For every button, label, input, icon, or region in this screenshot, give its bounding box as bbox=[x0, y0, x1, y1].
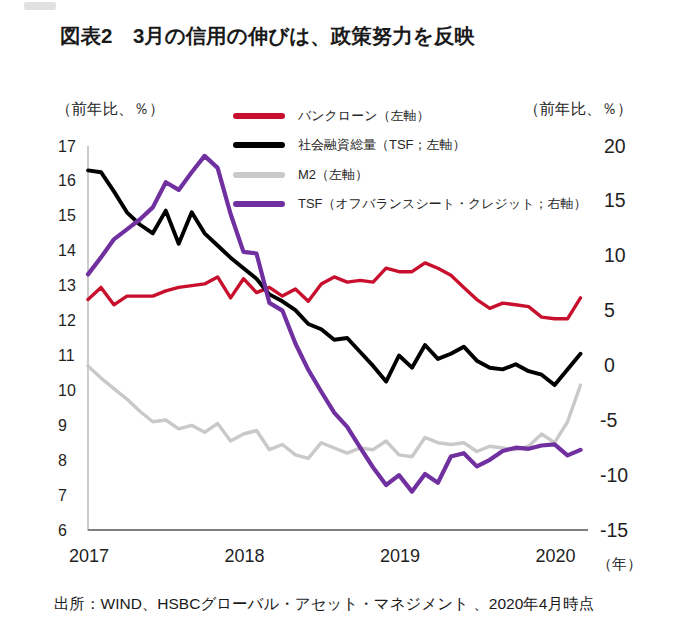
x-axis-tick: 2017 bbox=[69, 546, 109, 566]
left-axis-tick: 16 bbox=[58, 172, 76, 189]
right-axis-tick: 10 bbox=[604, 244, 626, 266]
legend-label: 社会融資総量（TSF；左軸） bbox=[298, 136, 466, 154]
x-axis-tick: 2020 bbox=[536, 546, 576, 566]
legend-label: TSF（オフバランスシート・クレジット；右軸） bbox=[298, 195, 587, 213]
right-axis-tick: -10 bbox=[600, 464, 628, 486]
right-axis-tick: 5 bbox=[604, 299, 615, 321]
left-axis-tick: 6 bbox=[58, 522, 67, 539]
x-axis-unit-label: （年） bbox=[597, 555, 642, 574]
left-axis-tick: 13 bbox=[58, 277, 76, 294]
right-axis-tick: 20 bbox=[604, 135, 626, 157]
source-note: 出所：WIND、HSBCグローバル・アセット・マネジメント 、2020年4月時点 bbox=[54, 594, 594, 615]
right-axis-tick: 0 bbox=[604, 354, 615, 376]
left-axis-tick: 8 bbox=[58, 452, 67, 469]
right-axis-tick: -5 bbox=[600, 409, 617, 431]
left-axis-tick: 15 bbox=[58, 207, 76, 224]
line-chart: 17 16 15 14 13 12 11 10 9 8 7 6 20 15 10 5 0 -5 -10 -15 2017… bbox=[0, 0, 684, 638]
legend-swatch bbox=[233, 113, 285, 119]
left-axis-tick: 11 bbox=[58, 347, 75, 364]
right-axis-tick: -15 bbox=[600, 519, 628, 541]
legend-item: TSF（オフバランスシート・クレジット；右軸） bbox=[233, 190, 587, 220]
legend-swatch bbox=[233, 172, 285, 178]
left-axis-tick: 12 bbox=[58, 312, 76, 329]
figure: 図表2 3月の信用の伸びは、政策努力を反映 （前年比、％） （前年比、％） 17… bbox=[0, 0, 684, 638]
left-axis-tick: 9 bbox=[58, 417, 67, 434]
left-axis-tick: 14 bbox=[58, 242, 76, 259]
legend-item: M2（左軸） bbox=[233, 160, 587, 190]
legend-label: M2（左軸） bbox=[298, 166, 368, 184]
x-axis-tick: 2018 bbox=[224, 546, 264, 566]
series-line-0 bbox=[88, 263, 581, 319]
legend-swatch bbox=[233, 201, 285, 207]
left-axis-tick: 7 bbox=[58, 487, 67, 504]
right-axis-tick: 15 bbox=[604, 189, 626, 211]
legend-swatch bbox=[233, 142, 285, 148]
legend-item: 社会融資総量（TSF；左軸） bbox=[233, 131, 587, 161]
legend-label: バンクローン（左軸） bbox=[298, 107, 430, 125]
x-axis-tick: 2019 bbox=[380, 546, 420, 566]
chart-legend: バンクローン（左軸） 社会融資総量（TSF；左軸） M2（左軸） TSF（オフバランス… bbox=[233, 101, 587, 219]
legend-item: バンクローン（左軸） bbox=[233, 101, 587, 131]
left-axis-tick: 10 bbox=[58, 382, 76, 399]
left-axis-tick: 17 bbox=[58, 138, 76, 155]
